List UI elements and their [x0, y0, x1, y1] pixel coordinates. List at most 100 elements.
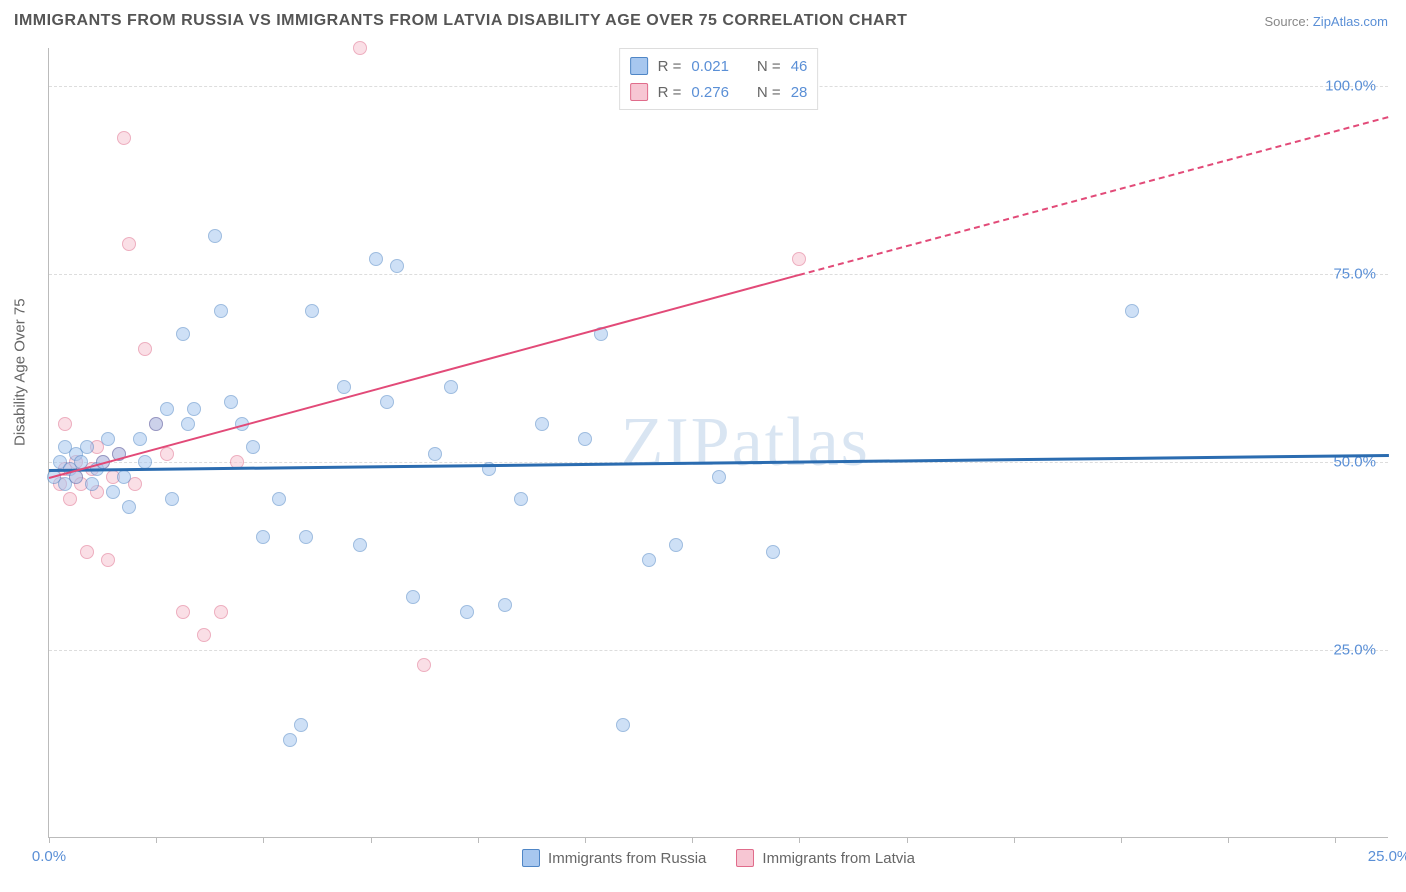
data-point-russia — [122, 500, 136, 514]
data-point-latvia — [176, 605, 190, 619]
data-point-russia — [1125, 304, 1139, 318]
x-tick — [585, 837, 586, 843]
x-tick — [478, 837, 479, 843]
watermark-text: ZIPatlas — [621, 403, 870, 483]
legend-swatch-latvia — [736, 849, 754, 867]
data-point-russia — [406, 590, 420, 604]
data-point-russia — [283, 733, 297, 747]
x-tick — [263, 837, 264, 843]
legend-n-value-latvia: 28 — [791, 84, 808, 101]
data-point-latvia — [63, 492, 77, 506]
x-tick — [1228, 837, 1229, 843]
data-point-russia — [149, 417, 163, 431]
legend-swatch-russia — [630, 57, 648, 75]
x-tick — [799, 837, 800, 843]
data-point-russia — [299, 530, 313, 544]
legend-label-russia: Immigrants from Russia — [548, 850, 706, 867]
chart-title: IMMIGRANTS FROM RUSSIA VS IMMIGRANTS FRO… — [14, 12, 907, 30]
data-point-russia — [460, 605, 474, 619]
legend-row-russia: R = 0.021 N = 46 — [630, 53, 808, 79]
data-point-russia — [117, 470, 131, 484]
data-point-russia — [428, 447, 442, 461]
data-point-latvia — [417, 658, 431, 672]
x-tick — [692, 837, 693, 843]
data-point-russia — [214, 304, 228, 318]
legend-row-latvia: R = 0.276 N = 28 — [630, 79, 808, 105]
data-point-latvia — [138, 342, 152, 356]
legend-item-russia: Immigrants from Russia — [522, 849, 706, 867]
x-tick — [156, 837, 157, 843]
y-axis-title: Disability Age Over 75 — [12, 298, 29, 446]
data-point-russia — [246, 440, 260, 454]
data-point-russia — [380, 395, 394, 409]
data-point-latvia — [214, 605, 228, 619]
data-point-russia — [133, 432, 147, 446]
x-tick — [49, 837, 50, 843]
gridline-horizontal — [49, 650, 1388, 651]
legend-r-value-latvia: 0.276 — [691, 84, 729, 101]
x-tick — [1121, 837, 1122, 843]
data-point-russia — [514, 492, 528, 506]
data-point-russia — [766, 545, 780, 559]
data-point-russia — [712, 470, 726, 484]
legend-item-latvia: Immigrants from Latvia — [736, 849, 915, 867]
data-point-latvia — [101, 553, 115, 567]
data-point-latvia — [160, 447, 174, 461]
data-point-russia — [669, 538, 683, 552]
x-tick-label: 25.0% — [1368, 848, 1406, 865]
data-point-russia — [181, 417, 195, 431]
x-tick — [1014, 837, 1015, 843]
data-point-russia — [256, 530, 270, 544]
y-tick-label: 75.0% — [1333, 265, 1376, 282]
trend-line — [49, 274, 800, 479]
data-point-russia — [642, 553, 656, 567]
data-point-russia — [85, 477, 99, 491]
data-point-russia — [176, 327, 190, 341]
data-point-russia — [369, 252, 383, 266]
data-point-latvia — [80, 545, 94, 559]
data-point-russia — [305, 304, 319, 318]
trend-line — [799, 116, 1389, 276]
data-point-russia — [165, 492, 179, 506]
data-point-latvia — [197, 628, 211, 642]
data-point-russia — [444, 380, 458, 394]
legend-label-latvia: Immigrants from Latvia — [762, 850, 915, 867]
data-point-russia — [187, 402, 201, 416]
data-point-latvia — [58, 417, 72, 431]
legend-n-value-russia: 46 — [791, 58, 808, 75]
data-point-russia — [390, 259, 404, 273]
data-point-latvia — [792, 252, 806, 266]
plot-area: ZIPatlas R = 0.021 N = 46 R = 0.276 N = … — [48, 48, 1388, 838]
data-point-russia — [498, 598, 512, 612]
legend-swatch-russia — [522, 849, 540, 867]
data-point-russia — [160, 402, 174, 416]
legend-r-label: R = — [658, 58, 682, 75]
x-tick — [907, 837, 908, 843]
data-point-russia — [208, 229, 222, 243]
legend-n-label: N = — [757, 84, 781, 101]
data-point-russia — [101, 432, 115, 446]
source-label: Source: — [1264, 14, 1312, 29]
x-tick — [371, 837, 372, 843]
legend-series: Immigrants from Russia Immigrants from L… — [49, 849, 1388, 867]
data-point-russia — [224, 395, 238, 409]
data-point-russia — [616, 718, 630, 732]
x-tick-label: 0.0% — [32, 848, 66, 865]
y-tick-label: 25.0% — [1333, 641, 1376, 658]
source-attribution: Source: ZipAtlas.com — [1264, 14, 1388, 29]
data-point-latvia — [122, 237, 136, 251]
data-point-latvia — [353, 41, 367, 55]
y-tick-label: 100.0% — [1325, 77, 1376, 94]
legend-swatch-latvia — [630, 83, 648, 101]
data-point-russia — [578, 432, 592, 446]
data-point-russia — [138, 455, 152, 469]
data-point-russia — [80, 440, 94, 454]
source-link[interactable]: ZipAtlas.com — [1313, 14, 1388, 29]
data-point-latvia — [117, 131, 131, 145]
data-point-russia — [272, 492, 286, 506]
data-point-russia — [337, 380, 351, 394]
data-point-russia — [535, 417, 549, 431]
legend-correlation-box: R = 0.021 N = 46 R = 0.276 N = 28 — [619, 48, 819, 110]
legend-r-value-russia: 0.021 — [691, 58, 729, 75]
gridline-horizontal — [49, 274, 1388, 275]
